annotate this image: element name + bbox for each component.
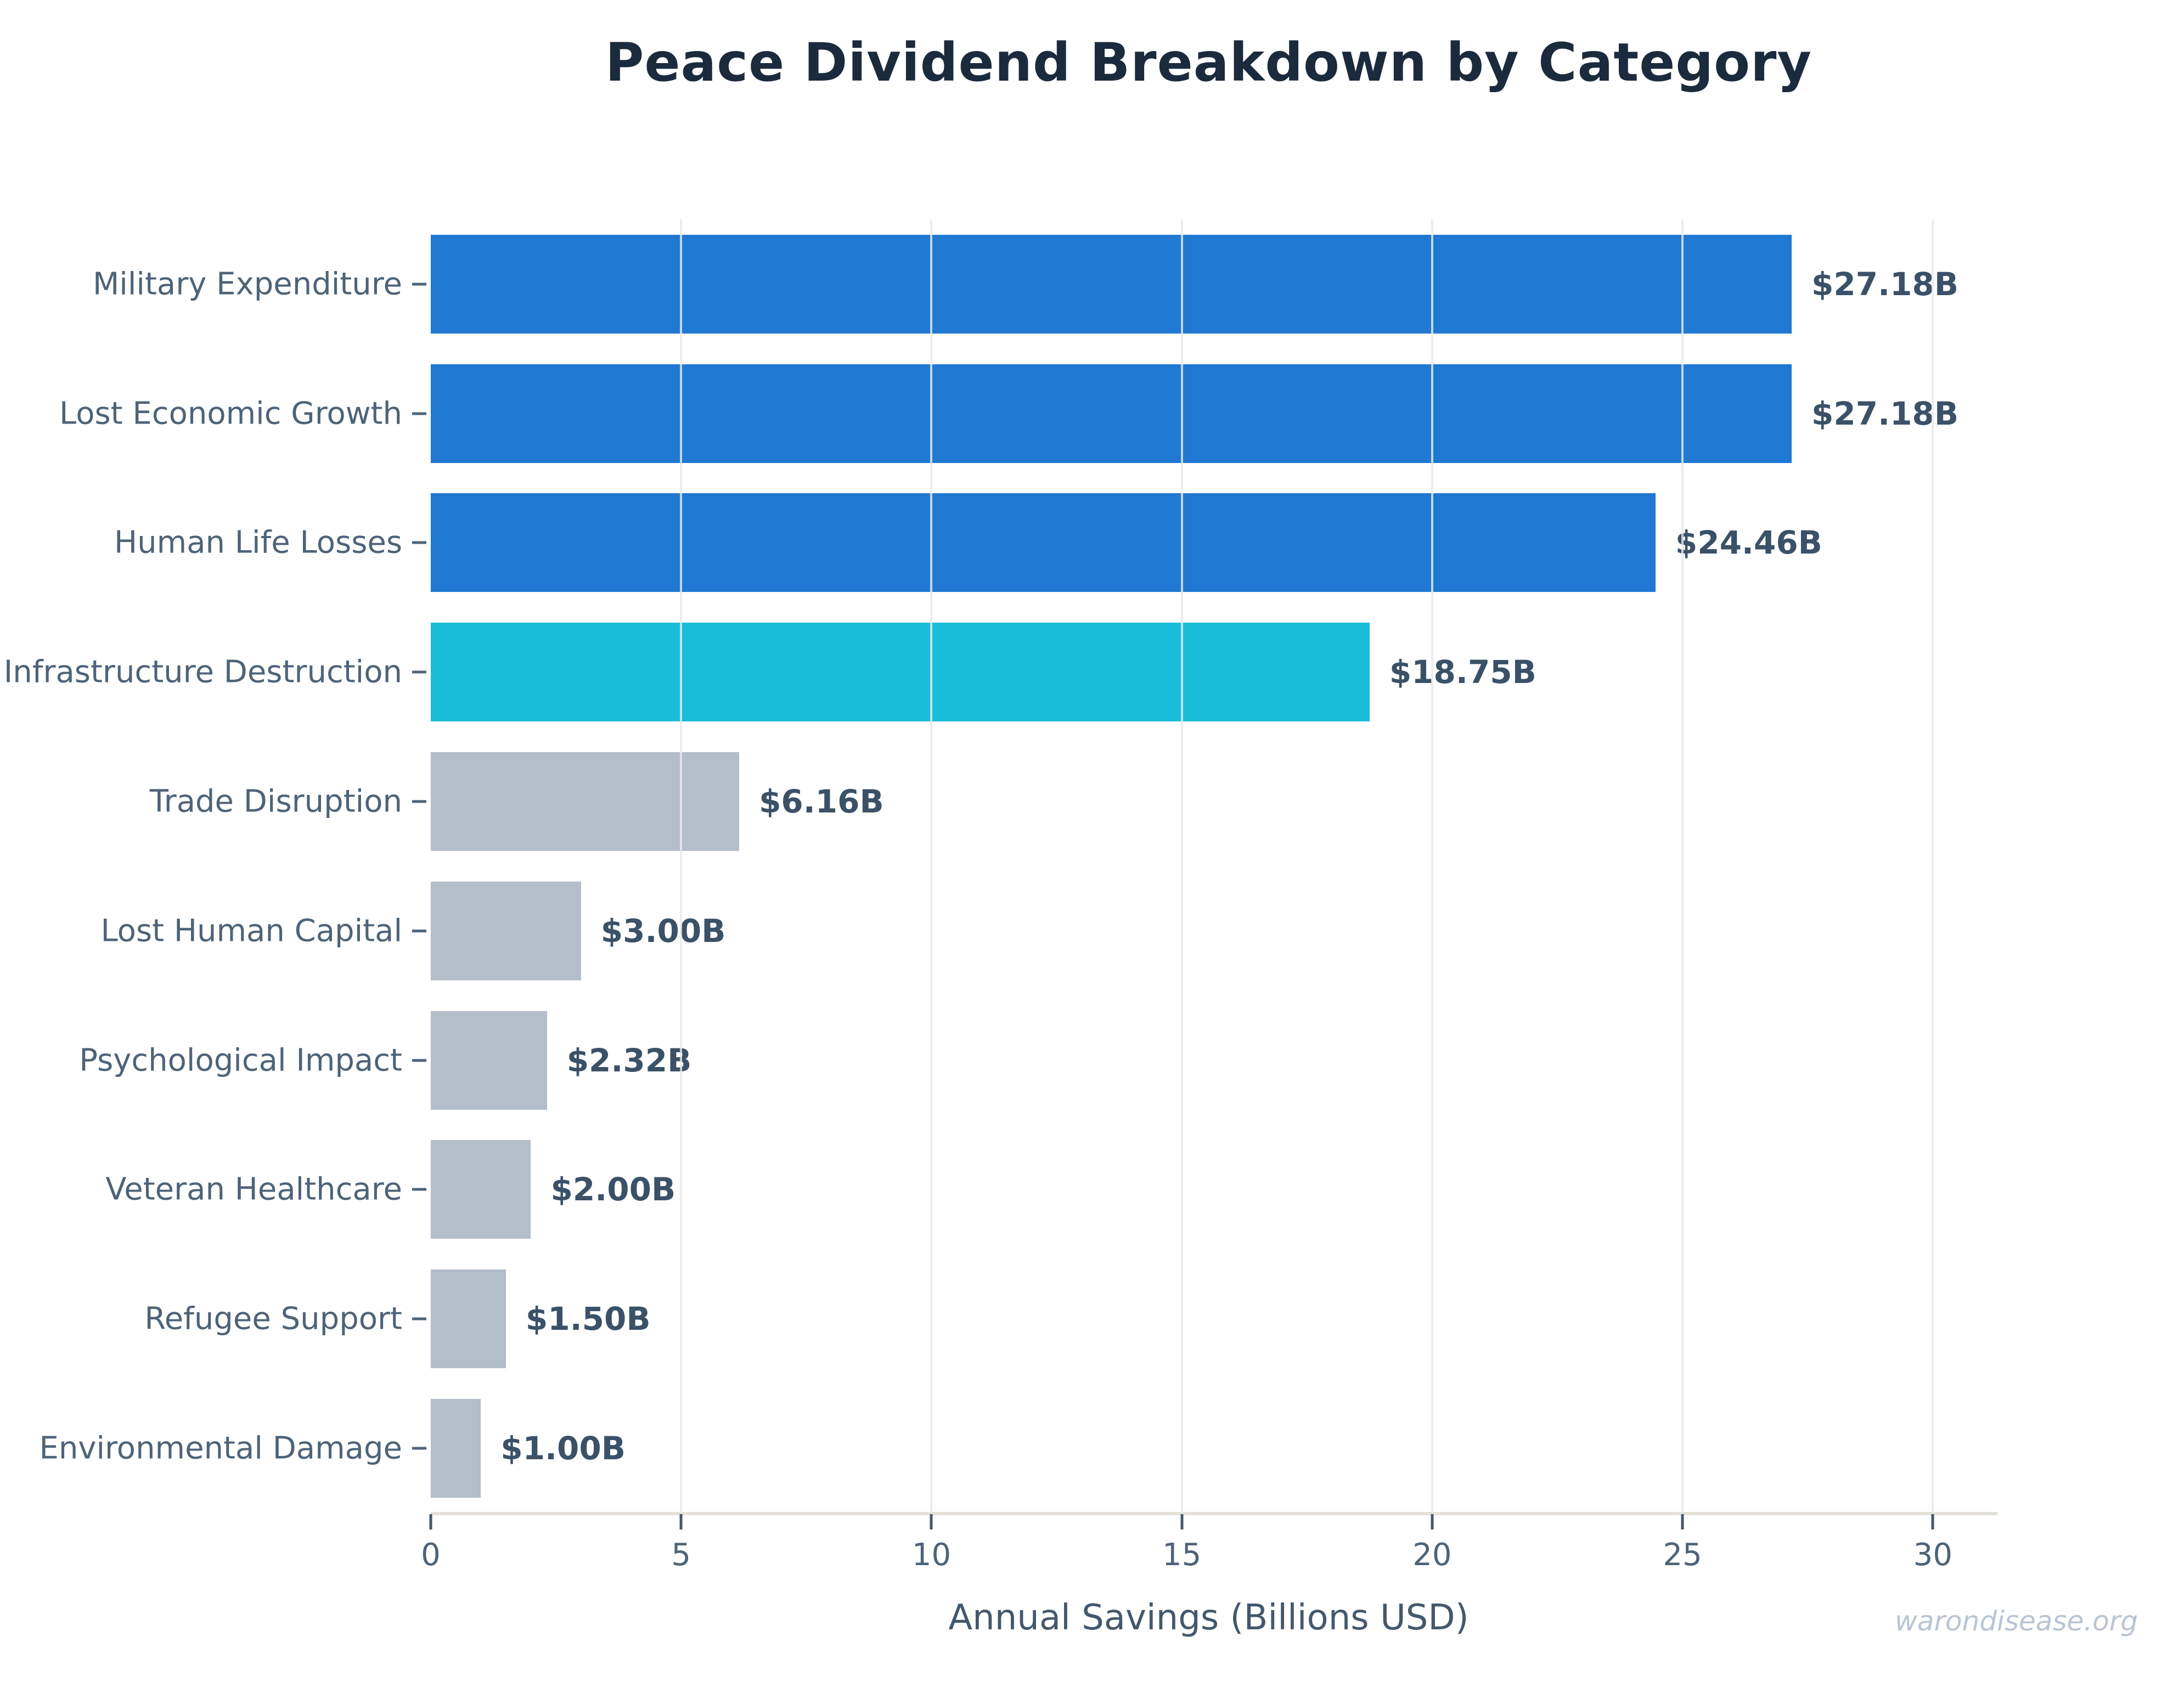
category-label: Infrastructure Destruction: [3, 654, 402, 690]
bar: [431, 493, 1656, 592]
category-label: Veteran Healthcare: [105, 1171, 402, 1207]
bar: [431, 752, 740, 851]
bar: [431, 234, 1792, 334]
gridline: [680, 219, 683, 1513]
category-label: Lost Human Capital: [100, 913, 402, 949]
bar: [431, 1140, 531, 1239]
category-label: Environmental Damage: [39, 1430, 402, 1466]
bar-value-label: $2.32B: [566, 1041, 692, 1079]
x-tick-mark: [679, 1514, 683, 1529]
bar-value-label: $2.00B: [550, 1171, 676, 1209]
x-tick-mark: [1931, 1514, 1934, 1529]
bar-row: Lost Human Capital $3.00B: [100, 866, 1986, 996]
y-tick-mark: [412, 929, 426, 933]
x-tick-label: 5: [671, 1537, 691, 1573]
y-tick-mark: [412, 800, 426, 803]
category-label: Trade Disruption: [149, 783, 402, 820]
y-tick-mark: [412, 1447, 426, 1450]
bar-value-label: $27.18B: [1811, 265, 1959, 303]
bar-value-label: $1.50B: [525, 1300, 651, 1338]
x-tick-label: 15: [1162, 1537, 1202, 1573]
bar-row: Military Expenditure $27.18B: [93, 219, 1986, 349]
gridline: [930, 219, 933, 1513]
x-tick-label: 25: [1663, 1537, 1702, 1573]
y-tick-mark: [412, 412, 426, 415]
bar-value-label: $3.00B: [600, 912, 726, 950]
y-tick-mark: [412, 1188, 426, 1191]
x-tick-label: 20: [1412, 1537, 1452, 1573]
bar-value-label: $6.16B: [759, 783, 884, 821]
bar-row: Veteran Healthcare $2.00B: [105, 1125, 1986, 1255]
bar-row: Refugee Support $1.50B: [144, 1254, 1986, 1384]
x-tick-label: 0: [421, 1537, 441, 1573]
bar-row: Trade Disruption $6.16B: [150, 737, 1986, 866]
x-tick-label: 10: [911, 1537, 952, 1573]
category-label: Military Expenditure: [92, 266, 402, 302]
x-axis-line: [431, 1512, 1997, 1515]
category-label: Refugee Support: [144, 1301, 402, 1337]
y-tick-mark: [412, 283, 426, 286]
bar-row: Infrastructure Destruction $18.75B: [4, 607, 1986, 737]
x-tick-mark: [429, 1514, 432, 1529]
gridline: [1180, 219, 1183, 1513]
chart-title: Peace Dividend Breakdown by Category: [605, 32, 1812, 93]
x-tick-mark: [930, 1514, 933, 1529]
bar: [431, 881, 581, 980]
bar-value-label: $18.75B: [1389, 653, 1536, 691]
x-tick-mark: [1431, 1514, 1434, 1529]
x-tick-label: 30: [1913, 1537, 1952, 1573]
bar-value-label: $27.18B: [1811, 394, 1959, 432]
bar-row: Psychological Impact $2.32B: [79, 996, 1986, 1125]
y-tick-mark: [412, 1317, 426, 1320]
y-tick-mark: [412, 1059, 426, 1062]
category-label: Psychological Impact: [79, 1042, 402, 1079]
bar-row: Environmental Damage $1.00B: [39, 1384, 1986, 1513]
y-tick-mark: [412, 541, 426, 544]
bar-value-label: $24.46B: [1675, 524, 1822, 562]
bar-value-label: $1.00B: [500, 1430, 626, 1467]
category-label: Lost Economic Growth: [59, 396, 402, 432]
bar-row: Lost Economic Growth $27.18B: [59, 349, 1986, 478]
gridline: [1681, 219, 1684, 1513]
x-tick-mark: [1180, 1514, 1184, 1529]
bar: [431, 623, 1370, 722]
x-axis-title: Annual Savings (Billions USD): [948, 1598, 1469, 1638]
bar-rows-container: Military Expenditure $27.18B Lost Economic…: [4, 219, 1986, 1513]
x-tick-mark: [1681, 1514, 1684, 1529]
category-label: Human Life Losses: [114, 524, 402, 561]
gridline: [1431, 219, 1433, 1513]
bar-row: Human Life Losses $24.46B: [114, 478, 1986, 608]
bar: [431, 1011, 547, 1110]
watermark-text: warondisease.org: [1894, 1605, 2138, 1637]
gridline: [1932, 219, 1934, 1513]
bar: [431, 1399, 481, 1498]
bar: [431, 364, 1792, 463]
plot-area: Military Expenditure $27.18B Lost Economic…: [4, 219, 1997, 1515]
y-tick-mark: [412, 670, 426, 674]
bar: [431, 1269, 506, 1369]
